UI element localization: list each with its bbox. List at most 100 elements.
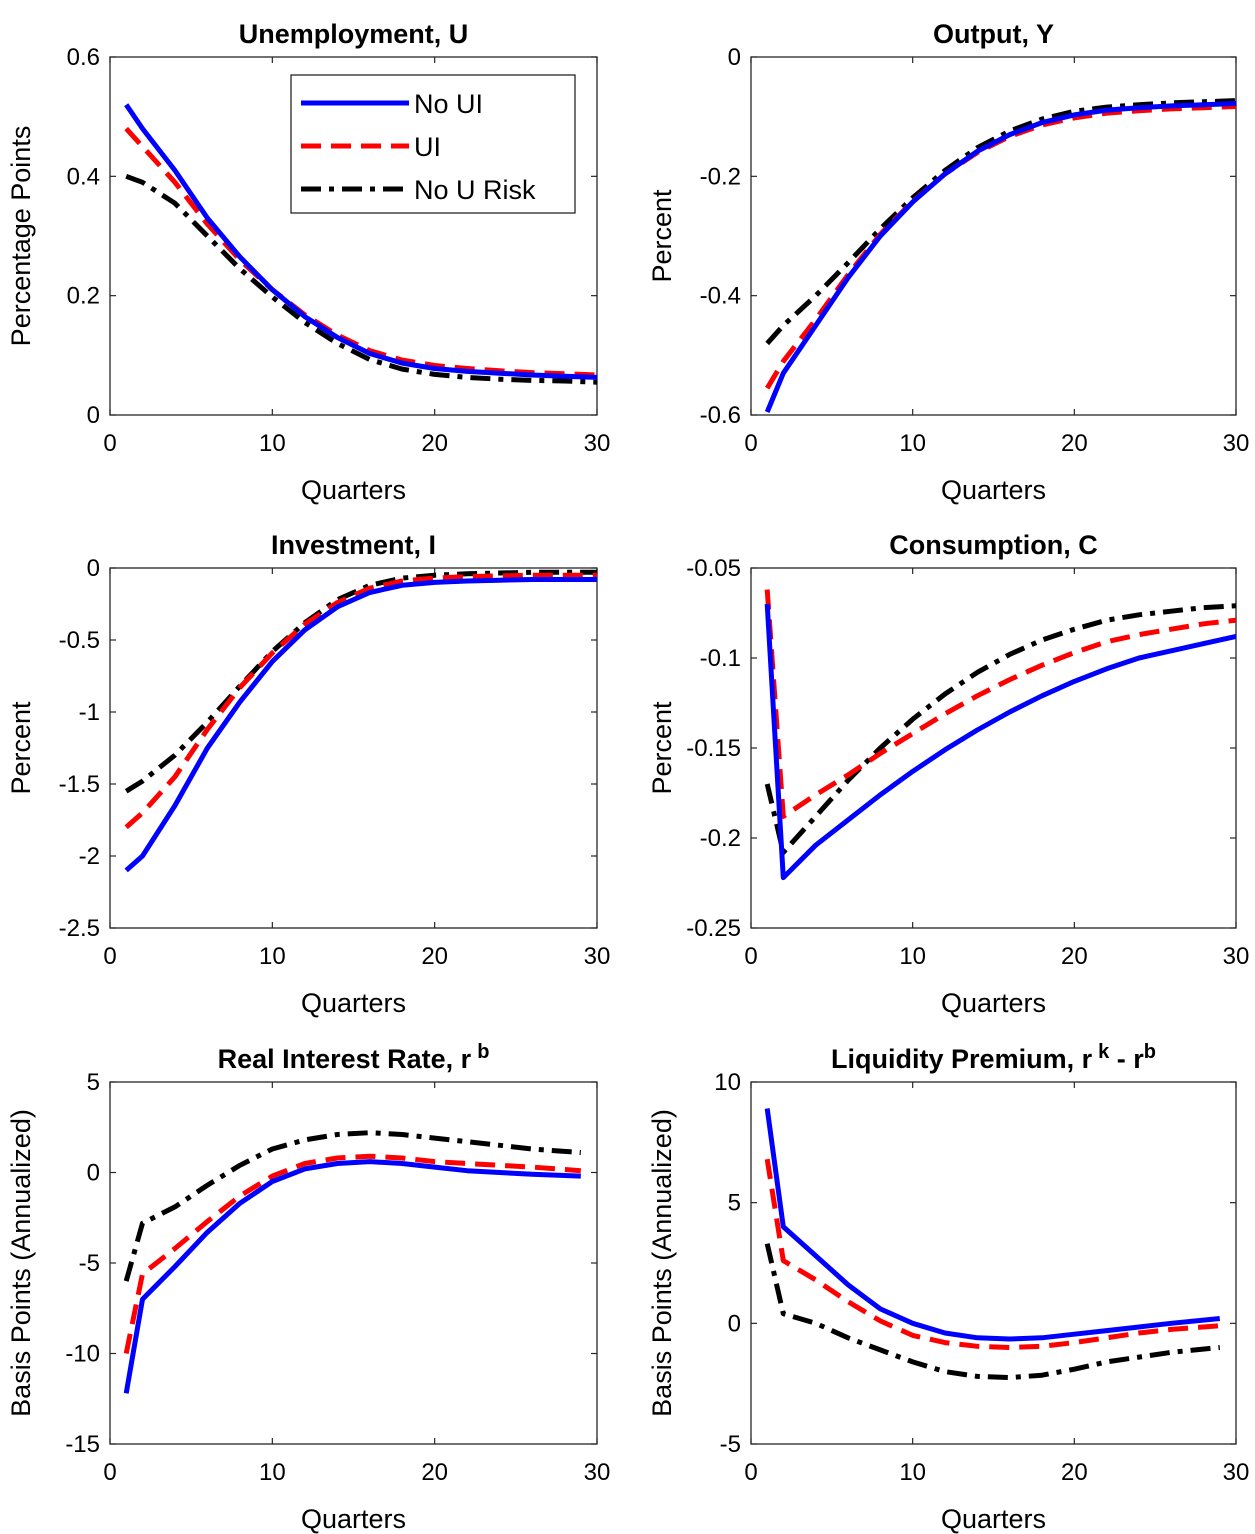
chart-5-ytick-label: 0 (87, 1160, 100, 1187)
chart-3-ytick-label: -1.5 (59, 771, 100, 798)
chart-2-xlabel: Quarters (941, 475, 1046, 505)
chart-5-ytick-label: -15 (65, 1431, 100, 1458)
chart-1-xtick-label: 0 (103, 430, 116, 457)
chart-1-series-no-u-risk (125, 173, 597, 385)
chart-4-ytick-label: -0.05 (686, 555, 741, 582)
chart-4-series-no-u-risk (764, 603, 1236, 855)
chart-4-xtick-label: 10 (899, 943, 926, 970)
chart-6-title-superscript: k (1098, 1041, 1110, 1063)
chart-6-series-group (764, 1108, 1221, 1381)
chart-3-series-no-u-risk (124, 569, 597, 794)
chart-6-ytick-label: 0 (728, 1310, 741, 1337)
chart-2-series-group (764, 98, 1236, 413)
chart-6-series-no-ui (764, 1108, 1221, 1342)
chart-5-ytick-label: -10 (65, 1341, 100, 1368)
legend-label-no-ui: No UI (414, 89, 483, 119)
chart-2-ytick-label: 0 (728, 44, 741, 71)
chart-5-series-no-u-risk (123, 1130, 581, 1282)
chart-2-title-text: Output, Y (933, 19, 1054, 49)
chart-5-xtick-label: 30 (584, 1459, 611, 1486)
chart-5-xtick-label: 20 (421, 1459, 448, 1486)
chart-6-xtick-label: 10 (899, 1459, 926, 1486)
chart-1-title-text: Unemployment, U (239, 19, 469, 49)
chart-1-ytick-label: 0 (87, 402, 100, 429)
chart-4-axes-box (750, 567, 1237, 929)
chart-2-xtick-label: 30 (1223, 430, 1250, 457)
chart-6-ylabel: Basis Points (Annualized) (647, 1109, 677, 1417)
chart-5-axes-box (109, 1081, 598, 1445)
chart-2-axes-box (750, 56, 1237, 416)
chart-2-title: Output, Y (933, 19, 1054, 49)
chart-6-series-no-u-risk (764, 1243, 1221, 1381)
chart-4-xtick-label: 20 (1061, 943, 1088, 970)
chart-1-axes-box (109, 56, 598, 416)
chart-4-title-text: Consumption, C (889, 530, 1097, 560)
chart-2: 0 10 20 30 -0.6 -0.4 -0.2 0 Output, Y Quarters Per… (647, 19, 1249, 505)
chart-5-xlabel: Quarters (301, 1504, 406, 1534)
chart-3-xtick-label: 10 (259, 943, 286, 970)
chart-6-xlabel: Quarters (941, 1504, 1046, 1534)
chart-1-ylabel: Percentage Points (6, 126, 36, 347)
chart-1-xtick-label: 20 (421, 430, 448, 457)
chart-5-ytick-label: 5 (87, 1069, 100, 1096)
chart-5-ylabel: Basis Points (Annualized) (6, 1109, 36, 1417)
chart-1-xtick-label: 10 (259, 430, 286, 457)
chart-3-title-text: Investment, I (271, 530, 436, 560)
chart-2-ylabel: Percent (647, 189, 677, 283)
chart-4-xlabel: Quarters (941, 988, 1046, 1018)
chart-5-xtick-label: 10 (259, 1459, 286, 1486)
chart-6-series-ui (764, 1158, 1220, 1350)
chart-1-ytick-label: 0.4 (67, 163, 100, 190)
chart-4-ylabel: Percent (647, 701, 677, 795)
chart-6-ytick-label: -5 (720, 1431, 741, 1458)
chart-4-ytick-label: -0.15 (686, 735, 741, 762)
chart-2-ytick-label: -0.4 (700, 283, 741, 310)
chart-6-xtick-label: 30 (1223, 1459, 1250, 1486)
chart-3-series-ui (124, 572, 597, 830)
chart-1-xtick-label: 30 (584, 430, 611, 457)
chart-6-title-suffix: - r (1109, 1044, 1144, 1074)
chart-6-ytick-label: 10 (714, 1069, 741, 1096)
chart-4-ytick-label: -0.2 (700, 825, 741, 852)
chart-3-ytick-label: -1 (79, 699, 100, 726)
chart-4-title: Consumption, C (889, 530, 1097, 560)
chart-3-xlabel: Quarters (301, 988, 406, 1018)
chart-5-series-no-ui (123, 1159, 581, 1394)
chart-1-ytick-label: 0.2 (67, 283, 100, 310)
chart-3: 0 10 20 30 -2.5 -2 -1.5 -1 -0.5 0 Investment, I Qua… (6, 530, 610, 1018)
chart-3-ytick-label: -0.5 (59, 627, 100, 654)
chart-4-ytick-label: -0.25 (686, 915, 741, 942)
chart-5-title-superscript: b (477, 1041, 489, 1063)
chart-6-title-suffix-superscript: b (1144, 1041, 1156, 1063)
chart-6-ytick-label: 5 (728, 1190, 741, 1217)
chart-1: 0 10 20 30 0 0.2 0.4 0.6 Unemployment, U Quarters… (6, 19, 610, 505)
chart-1-series-group (124, 103, 597, 385)
chart-5: 0 10 20 30 -15 -10 -5 0 5 Real Interest Rate, r b Q… (6, 1041, 610, 1534)
chart-4-series-no-ui (764, 603, 1236, 881)
chart-1-title: Unemployment, U (239, 19, 469, 49)
chart-6-axes-box (750, 1081, 1237, 1445)
chart-1-series-no-ui (124, 103, 597, 380)
chart-4: 0 10 20 30 -0.25 -0.2 -0.15 -0.1 -0.05 Consumptio… (647, 530, 1249, 1018)
chart-3-ytick-label: 0 (87, 555, 100, 582)
chart-3-series-group (124, 569, 597, 873)
chart-3-ytick-label: -2 (79, 843, 100, 870)
chart-3-title: Investment, I (271, 530, 436, 560)
chart-6-xtick-label: 20 (1061, 1459, 1088, 1486)
chart-3-xtick-label: 30 (584, 943, 611, 970)
chart-6-title-text: Liquidity Premium, r (831, 1044, 1093, 1074)
chart-2-xtick-label: 10 (899, 430, 926, 457)
chart-4-ytick-label: -0.1 (700, 645, 741, 672)
chart-5-ytick-label: -5 (79, 1250, 100, 1277)
chart-2-ytick-label: -0.6 (700, 402, 741, 429)
chart-6-xtick-label: 0 (744, 1459, 757, 1486)
chart-3-ytick-label: -2.5 (59, 915, 100, 942)
chart-4-series-ui (764, 589, 1236, 819)
chart-3-series-no-ui (124, 577, 597, 873)
chart-1-ytick-label: 0.6 (67, 44, 100, 71)
chart-3-xtick-label: 0 (103, 943, 116, 970)
